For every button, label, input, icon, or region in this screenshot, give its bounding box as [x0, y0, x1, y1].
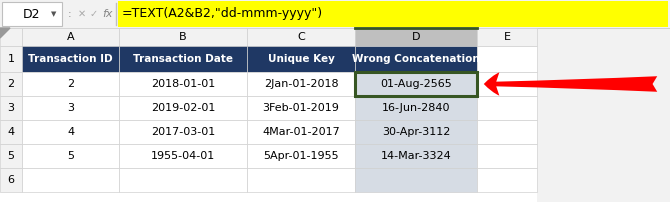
Text: 2018-01-01: 2018-01-01 — [151, 79, 215, 89]
Text: 2: 2 — [7, 79, 15, 89]
Bar — [22, 144, 119, 168]
Bar — [355, 28, 477, 46]
Text: 01-Aug-2565: 01-Aug-2565 — [380, 79, 452, 89]
Bar — [119, 168, 247, 192]
Bar — [0, 96, 22, 120]
Text: 5: 5 — [67, 151, 74, 161]
Bar — [0, 46, 22, 72]
Text: 6: 6 — [7, 175, 15, 185]
Text: 30-Apr-3112: 30-Apr-3112 — [382, 127, 450, 137]
Bar — [119, 120, 247, 144]
Bar — [247, 144, 355, 168]
Text: ✕: ✕ — [78, 9, 86, 19]
Bar — [355, 144, 477, 168]
Text: 2017-03-01: 2017-03-01 — [151, 127, 215, 137]
Polygon shape — [0, 28, 10, 38]
Text: 2Jan-01-2018: 2Jan-01-2018 — [264, 79, 338, 89]
Text: 14-Mar-3324: 14-Mar-3324 — [381, 151, 452, 161]
Text: 5Apr-01-1955: 5Apr-01-1955 — [263, 151, 339, 161]
Bar — [119, 96, 247, 120]
Text: 4: 4 — [67, 127, 74, 137]
Text: 4: 4 — [7, 127, 15, 137]
Text: ✓: ✓ — [90, 9, 98, 19]
Bar — [477, 120, 537, 144]
Bar — [22, 168, 119, 192]
Bar — [119, 72, 247, 96]
Bar — [247, 96, 355, 120]
Text: A: A — [67, 32, 74, 42]
Bar — [247, 72, 355, 96]
Bar — [0, 144, 22, 168]
Text: Unique Key: Unique Key — [267, 54, 334, 64]
Bar — [477, 46, 537, 72]
Bar — [0, 168, 22, 192]
Bar — [22, 96, 119, 120]
Text: ▼: ▼ — [52, 11, 57, 17]
Text: Wrong Concatenation: Wrong Concatenation — [352, 54, 480, 64]
Text: B: B — [179, 32, 187, 42]
Bar — [0, 0, 670, 28]
Bar — [118, 1, 668, 27]
Text: D2: D2 — [23, 7, 41, 20]
Bar — [355, 72, 477, 96]
Bar — [119, 46, 247, 72]
Text: 5: 5 — [7, 151, 15, 161]
Text: D: D — [412, 32, 420, 42]
Bar — [477, 28, 537, 46]
Bar — [119, 144, 247, 168]
Bar — [22, 46, 119, 72]
Text: E: E — [503, 32, 511, 42]
Bar — [22, 72, 119, 96]
Text: :: : — [68, 9, 72, 19]
Bar — [22, 120, 119, 144]
Bar — [22, 28, 119, 46]
Bar — [0, 72, 22, 96]
Bar — [355, 120, 477, 144]
Text: 2: 2 — [67, 79, 74, 89]
Text: 3: 3 — [67, 103, 74, 113]
Bar — [0, 28, 22, 46]
Text: 3: 3 — [7, 103, 15, 113]
Text: fx: fx — [102, 9, 113, 19]
Text: 3Feb-01-2019: 3Feb-01-2019 — [263, 103, 340, 113]
Text: 2019-02-01: 2019-02-01 — [151, 103, 215, 113]
Text: C: C — [297, 32, 305, 42]
Bar — [119, 28, 247, 46]
Bar — [0, 120, 22, 144]
Text: Transaction Date: Transaction Date — [133, 54, 233, 64]
Bar — [355, 46, 477, 72]
Bar — [355, 72, 477, 96]
Text: 1955-04-01: 1955-04-01 — [151, 151, 215, 161]
Bar — [247, 28, 355, 46]
Text: 16-Jun-2840: 16-Jun-2840 — [382, 103, 450, 113]
Text: 1: 1 — [7, 54, 15, 64]
Text: Transaction ID: Transaction ID — [28, 54, 113, 64]
Bar — [355, 168, 477, 192]
Bar — [247, 46, 355, 72]
Bar — [2, 2, 62, 26]
Bar — [0, 28, 537, 202]
Bar — [247, 168, 355, 192]
Text: =TEXT(A2&B2,"dd-mmm-yyyy"): =TEXT(A2&B2,"dd-mmm-yyyy") — [122, 7, 323, 20]
Bar — [355, 96, 477, 120]
Bar — [477, 168, 537, 192]
Bar — [477, 96, 537, 120]
Text: 4Mar-01-2017: 4Mar-01-2017 — [262, 127, 340, 137]
Bar — [477, 72, 537, 96]
Bar — [247, 120, 355, 144]
Bar — [477, 144, 537, 168]
